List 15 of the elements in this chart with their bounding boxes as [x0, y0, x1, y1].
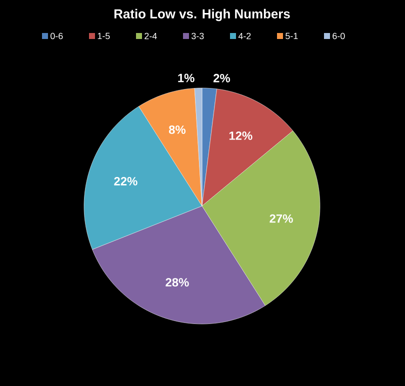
legend-label: 5-1 — [286, 32, 298, 40]
legend-label: 1-5 — [98, 32, 110, 40]
data-label: 12% — [229, 131, 252, 140]
data-label: 27% — [270, 214, 293, 223]
data-label: 1% — [178, 74, 194, 82]
data-label: 8% — [168, 125, 186, 134]
legend-label: 4-2 — [238, 32, 251, 40]
legend-label: 3-3 — [192, 32, 204, 40]
legend-label: 6-0 — [332, 32, 345, 40]
data-label: 22% — [114, 176, 138, 186]
chart-title: Ratio Low vs. High Numbers — [114, 8, 290, 22]
data-label: 2% — [213, 74, 230, 82]
legend-label: 0-6 — [50, 32, 63, 40]
data-label: 28% — [166, 278, 189, 287]
legend-label: 2-4 — [144, 32, 157, 40]
